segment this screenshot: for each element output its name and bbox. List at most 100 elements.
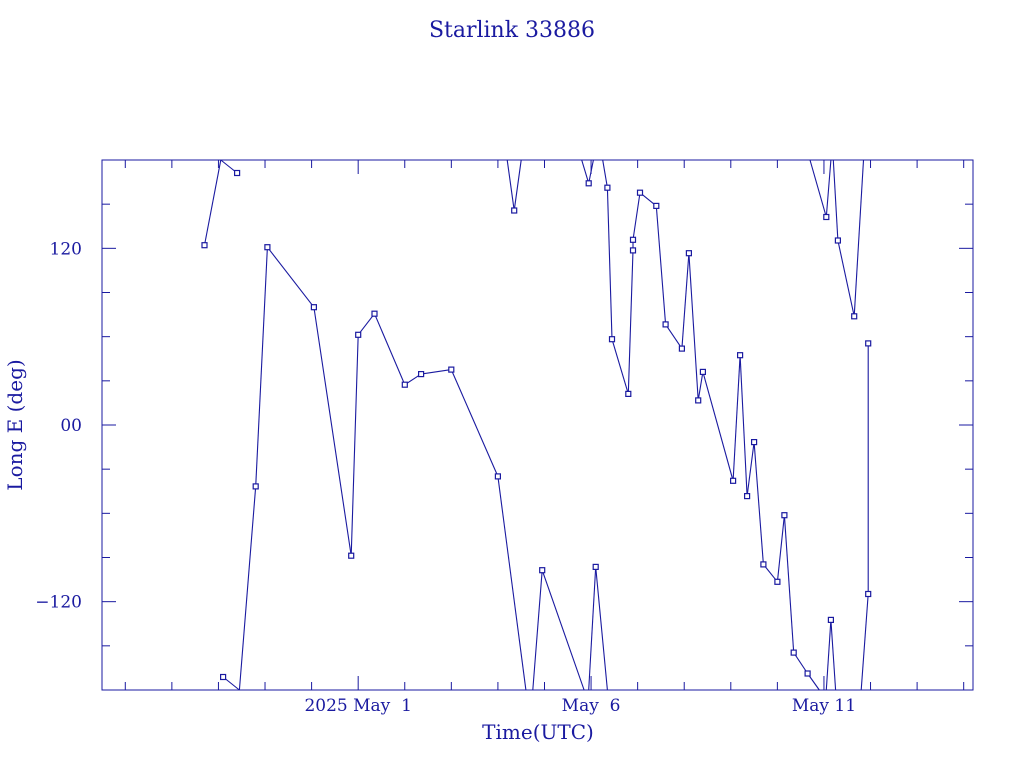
data-point [636,189,644,196]
series-segment [357,313,375,336]
series-segment [853,159,865,317]
x-tick-label: 2025 May 1 [304,696,411,716]
data-point [827,616,835,624]
chart-title: Starlink 33886 [429,18,595,43]
x-tick-label: May 11 [792,696,856,716]
data-point [750,439,758,446]
axis-ticks [102,160,973,690]
data-point [348,552,355,559]
series-segment [532,570,543,691]
data-point [790,649,797,656]
series-segment [832,159,839,241]
series-segment [266,246,315,308]
data-point [865,590,872,598]
data-point [834,237,842,244]
data-point [252,483,259,490]
series-line [203,159,869,691]
series-segment [602,159,608,188]
data-point [685,250,693,257]
series-segment [611,339,629,395]
series-segment [506,159,515,211]
data-point [695,397,702,404]
data-point [629,236,637,243]
data-point [653,202,660,209]
series-segment [837,240,855,317]
data-point [804,670,811,677]
data-point [662,321,669,328]
series-segment [776,515,785,582]
series-segment [238,486,257,691]
series-segment [497,476,527,691]
series-segment [606,187,613,340]
series-segment [739,355,748,497]
series-segment [421,369,452,375]
data-point [604,184,611,191]
x-tick-label: May 6 [562,696,621,716]
series-segment [373,313,406,385]
series-segment [681,253,690,349]
series-segment [541,570,585,691]
data-point [494,473,501,480]
data-point [823,213,830,221]
series-segment [732,355,741,481]
data-point [592,563,599,571]
series-segment [860,593,869,691]
data-point [201,242,208,249]
data-point [851,313,858,320]
series-segment [450,369,499,477]
data-point [585,180,592,187]
series-segment [702,371,734,481]
data-point [448,366,455,373]
series-segment [783,515,795,653]
series-segment [697,371,704,401]
series-segment [313,307,352,556]
y-tick-label: 120 [50,239,82,259]
data-point [234,169,241,177]
data-point [625,390,632,397]
series-segment [595,566,608,691]
data-point [355,331,362,338]
y-tick-label: 00 [60,416,82,436]
data-point [699,368,707,375]
data-point [401,381,408,388]
data-point [629,247,637,254]
data-point [418,371,425,378]
series-segment [809,159,827,218]
series-segment [753,442,764,565]
series-segment [588,566,597,691]
series-segment [793,652,809,674]
series-segment [665,324,683,349]
data-point [736,352,744,359]
data-point [729,477,737,484]
series-markers [201,169,872,681]
data-point [678,345,686,352]
series-segment [825,619,832,691]
series-segment [350,334,359,556]
data-point [865,340,872,347]
series-segment [627,250,634,394]
series-segment [746,442,755,497]
series-segment [830,619,837,691]
series-segment [632,192,641,240]
y-tick-label: −120 [35,593,82,613]
x-tick-labels: 2025 May 1 May 6 May 11 [304,696,856,716]
data-point [310,304,317,311]
x-axis-title: Time(UTC) [482,720,594,744]
plot-frame [101,159,974,691]
data-point [774,578,781,585]
series-segment [255,247,268,487]
data-point [760,561,767,568]
series-segment [513,159,522,211]
data-point [264,244,271,251]
data-point [781,512,788,519]
data-point [743,493,751,500]
series-segment [655,205,667,325]
y-tick-labels: 120 00 −120 [35,239,82,612]
data-point [220,673,227,681]
series-segment [203,159,222,246]
data-point [539,567,546,574]
series-segment [825,159,832,218]
y-axis-title: Long E (deg) [3,359,27,490]
series-segment [688,253,699,401]
